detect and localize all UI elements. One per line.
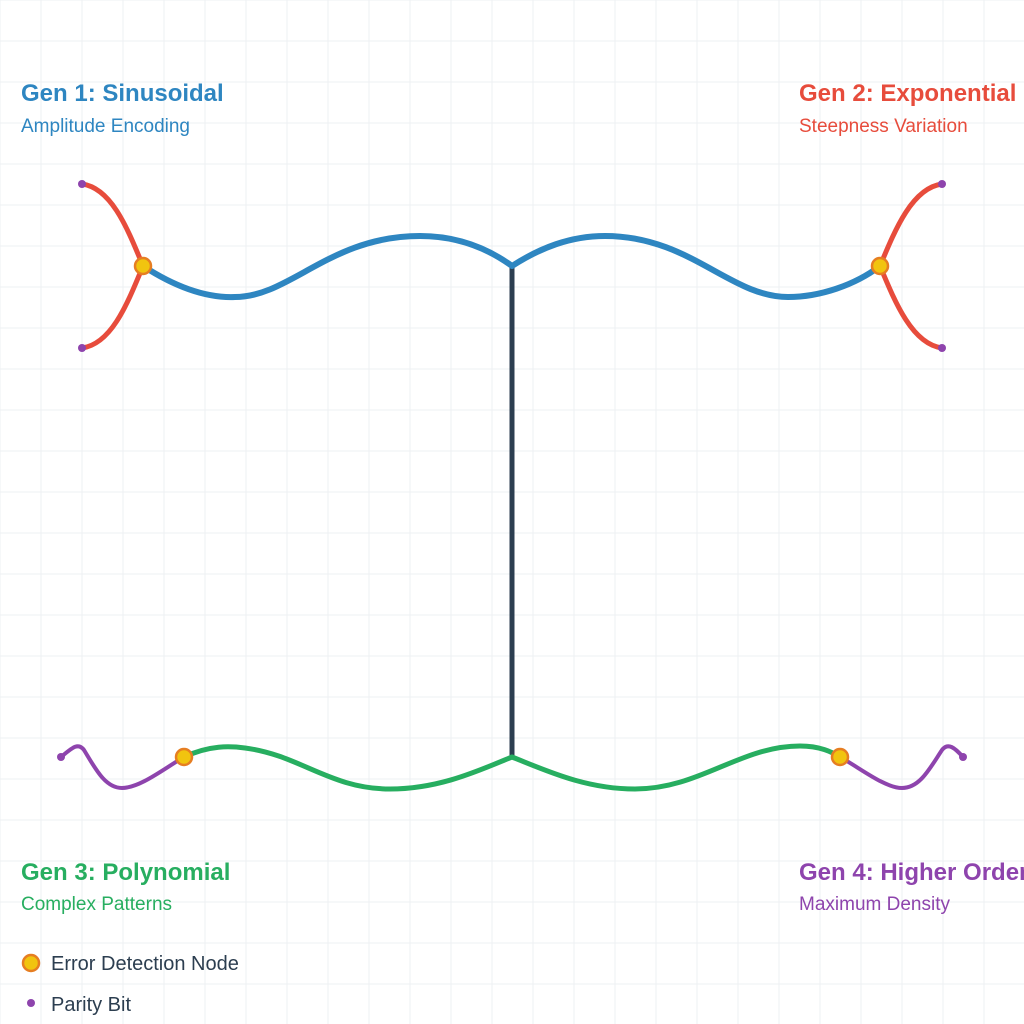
parity-bit bbox=[938, 344, 946, 352]
error-detection-node bbox=[174, 747, 194, 767]
parity-bit bbox=[57, 753, 65, 761]
gen3-subtitle: Complex Patterns bbox=[21, 894, 173, 915]
gen2-branch-left-lower bbox=[79, 263, 146, 351]
gen1-curve-right bbox=[509, 232, 883, 301]
gen3-curve-left bbox=[181, 744, 515, 792]
gen1-curve-left bbox=[140, 232, 515, 301]
parity-bit bbox=[78, 344, 86, 352]
gen2-branch-left-upper bbox=[79, 181, 146, 269]
gen1-subtitle: Amplitude Encoding bbox=[21, 116, 190, 137]
gen2-subtitle: Steepness Variation bbox=[799, 116, 968, 137]
gen3-title: Gen 3: Polynomial bbox=[21, 859, 231, 886]
legend-error-node-label: Error Detection Node bbox=[51, 953, 239, 975]
dot-icon bbox=[27, 999, 35, 1007]
gen2-branch-right-lower bbox=[877, 263, 945, 351]
error-detection-node bbox=[133, 256, 153, 276]
gen3-curve-right bbox=[509, 743, 843, 792]
gen4-title: Gen 4: Higher Order bbox=[799, 859, 1024, 886]
gen4-subtitle: Maximum Density bbox=[799, 894, 950, 915]
circle-node-icon bbox=[21, 953, 41, 973]
gen2-branch-right-upper bbox=[877, 181, 945, 269]
gen4-curve-right bbox=[838, 744, 965, 791]
legend-parity-bit-label: Parity Bit bbox=[51, 994, 132, 1016]
gen4-curve-left bbox=[59, 744, 186, 791]
parity-bit bbox=[959, 753, 967, 761]
gen2-title: Gen 2: Exponential bbox=[799, 80, 1017, 107]
error-detection-node bbox=[830, 747, 850, 767]
error-detection-node bbox=[870, 256, 890, 276]
parity-bit bbox=[938, 180, 946, 188]
gen1-title: Gen 1: Sinusoidal bbox=[21, 80, 224, 107]
parity-bit bbox=[78, 180, 86, 188]
